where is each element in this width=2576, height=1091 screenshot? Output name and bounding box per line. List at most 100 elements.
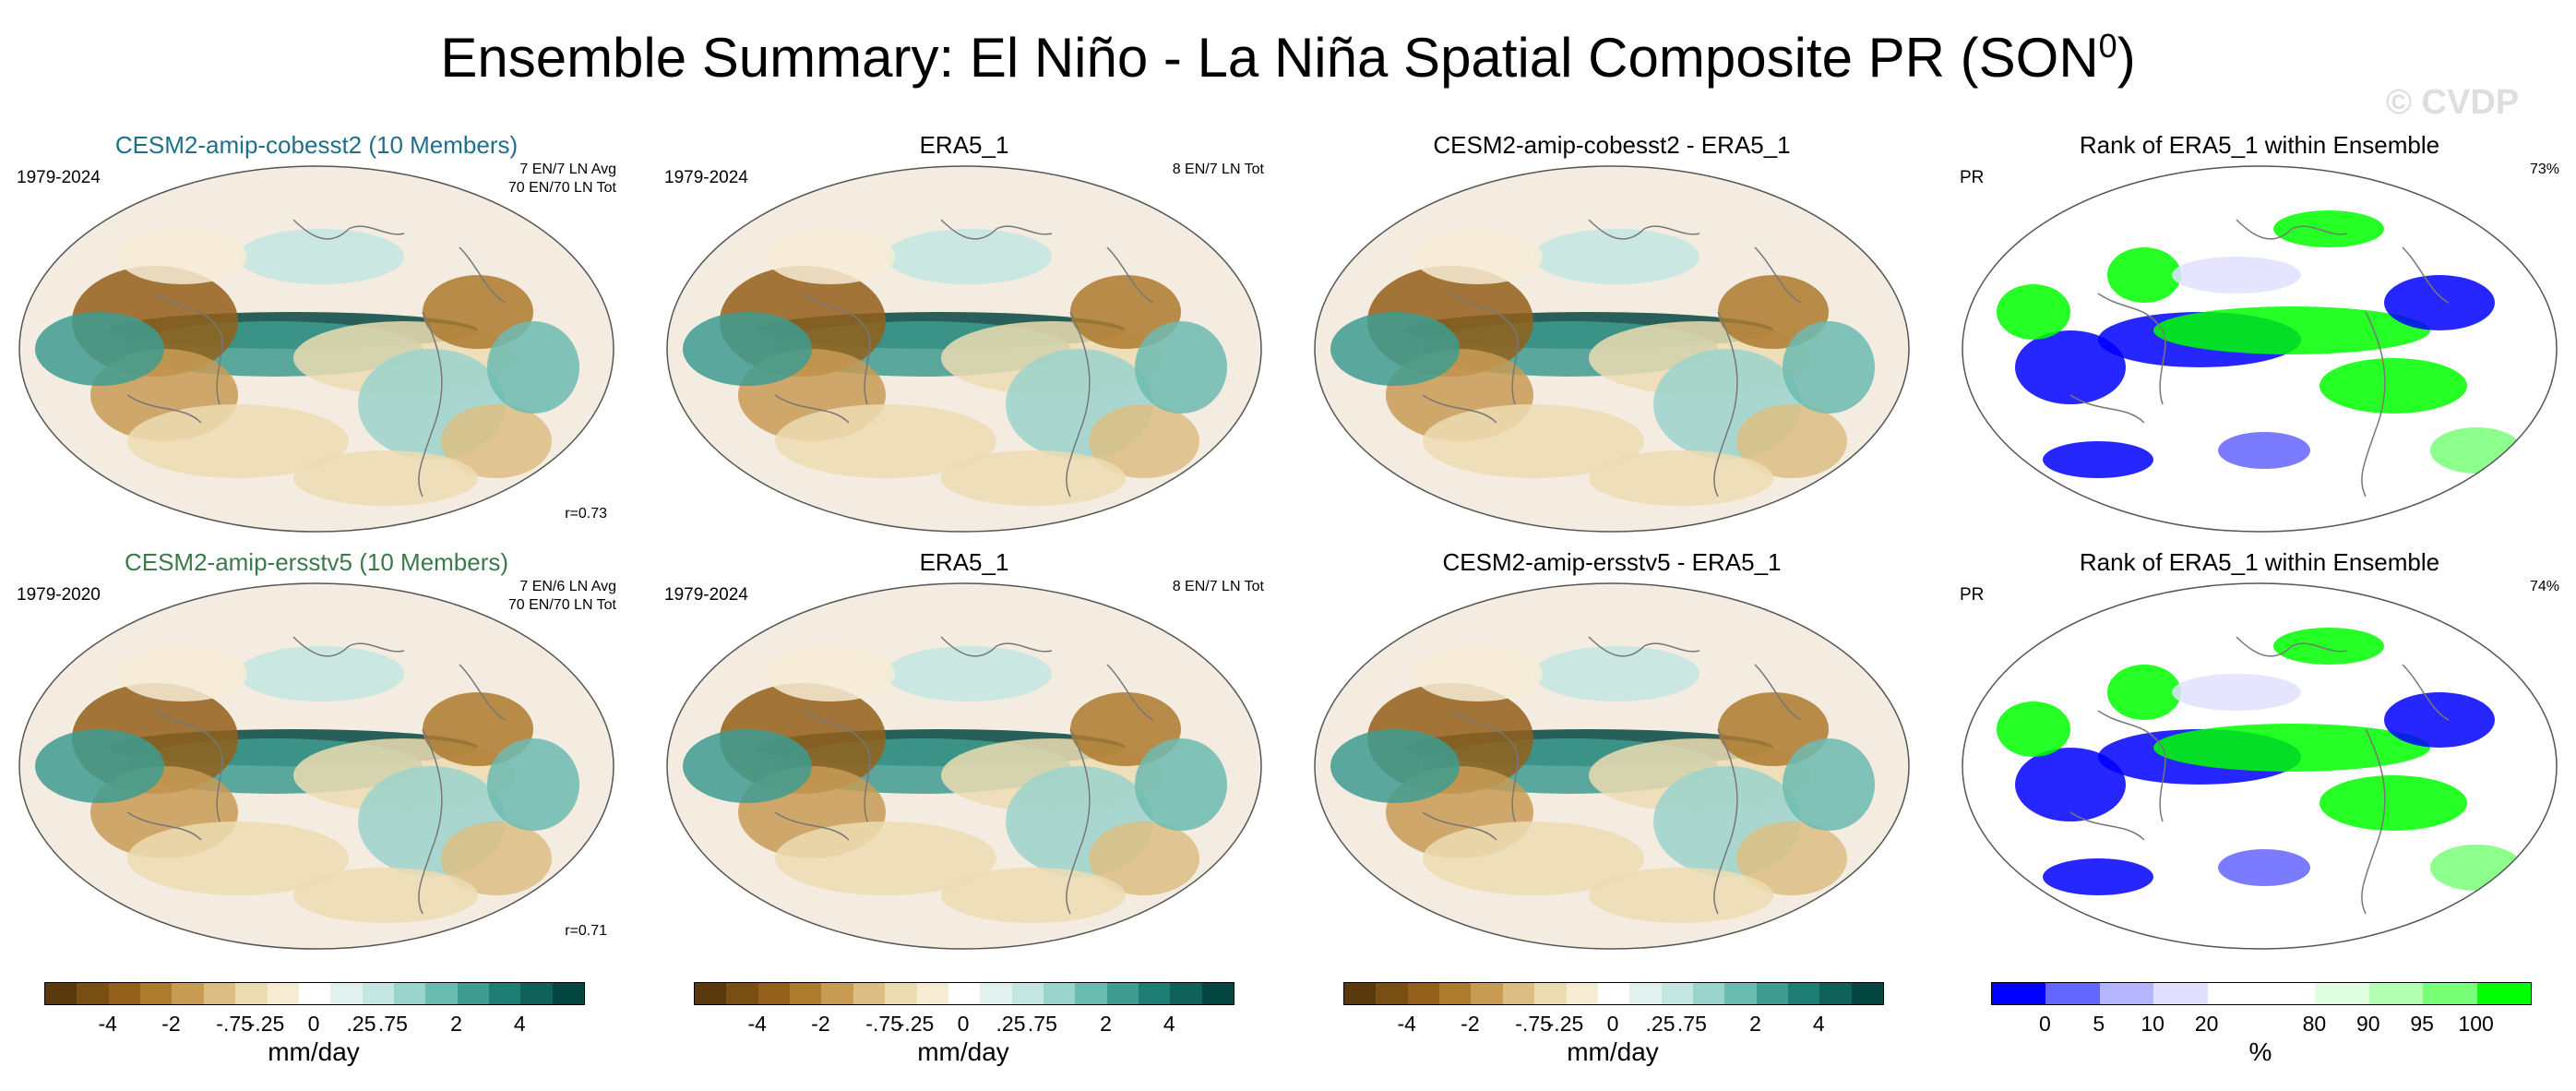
colorbar-swatch [853,983,886,1004]
colorbar-swatch [1502,983,1535,1004]
colorbar-swatches [1343,982,1884,1005]
colorbar-swatch [298,983,331,1004]
map-panel: CESM2-amip-ersstv5 - ERA5_1 [1312,548,1912,951]
panel-period-label: 1979-2020 [17,585,101,605]
colorbar-swatch [2315,983,2369,1004]
colorbar-swatch [1075,983,1107,1004]
colorbar-swatch [916,983,948,1004]
colorbar-swatch [77,983,109,1004]
colorbar-tick-label: 2 [450,1012,462,1036]
colorbar-swatch [1992,983,2046,1004]
colorbar-swatch [1597,983,1630,1004]
panel-title: Rank of ERA5_1 within Ensemble [2079,548,2440,576]
map-panel: CESM2-amip-cobesst2 (10 Members) 1979-202… [17,131,616,534]
map-diff [1314,582,1910,950]
colorbar-swatch [267,983,299,1004]
colorbar-swatch [362,983,394,1004]
colorbar-swatch [1851,983,1884,1004]
map-panel: ERA5_1 1979-2024 8 EN/7 LN Tot [664,548,1264,951]
colorbar-swatch [172,983,204,1004]
colorbar-swatch [1692,983,1725,1004]
colorbar-swatch [2423,983,2477,1004]
colorbar-tick-label: -4 [747,1012,767,1036]
colorbar-tick-label: 2 [1100,1012,1112,1036]
colorbar-swatches [44,982,585,1005]
colorbar-swatch [1011,983,1044,1004]
colorbar-tick-label: 90 [2356,1012,2380,1036]
panel-event-count: 8 EN/7 LN Tot [1172,162,1264,177]
panel-period-label: PR [1960,168,1985,187]
colorbar-tick-label: .25 [346,1012,376,1036]
map-panel: Rank of ERA5_1 within Ensemble PR 73% [1960,131,2559,534]
figure-title: Ensemble Summary: El Niño - La Niña Spat… [440,27,2136,89]
colorbar-swatch [948,983,981,1004]
colorbar-tick-label: 10 [2141,1012,2165,1036]
panel-event-count: 7 EN/7 LN Avg 70 EN/70 LN Tot [507,162,616,196]
colorbar-swatch [821,983,853,1004]
map-obs [666,165,1262,533]
colorbar-tick-label: -2 [811,1012,830,1036]
colorbar-swatch [1756,983,1789,1004]
colorbar-unit-label: % [2248,1037,2272,1066]
colorbar-swatch [2476,983,2532,1004]
colorbar-tick-label: 95 [2410,1012,2434,1036]
panel-period-label: PR [1960,585,1985,605]
colorbar-tick-label: .75 [1027,1012,1057,1036]
panel-title: ERA5_1 [919,548,1009,576]
colorbar-swatch [140,983,173,1004]
panel-event-count: 74% [2529,579,2559,594]
colorbar-swatch [552,983,585,1004]
colorbar-tick-label: -.25 [1546,1012,1584,1036]
colorbar-swatch [1566,983,1598,1004]
colorbar-tick-label: -2 [161,1012,181,1036]
colorbar-swatch [1201,983,1234,1004]
colorbar-tick-label: 20 [2194,1012,2219,1036]
colorbar-swatch [1439,983,1472,1004]
colorbar: -4 -2 -.75 -.25 0 .25.75 2 4 mm/day [694,982,1234,1084]
map-obs [666,582,1262,950]
colorbar-swatch [489,983,521,1004]
colorbar-swatch [1043,983,1076,1004]
colorbar-swatch [1376,983,1408,1004]
panel-title: CESM2-amip-ersstv5 - ERA5_1 [1442,548,1782,576]
colorbar-tick-label: 4 [1812,1012,1825,1036]
panel-title: Rank of ERA5_1 within Ensemble [2079,131,2440,159]
map-model [18,582,614,950]
colorbar-swatch [425,983,458,1004]
colorbar-tick-label: 0 [307,1012,320,1036]
colorbar-swatch [2099,983,2154,1004]
panel-event-count: 8 EN/7 LN Tot [1172,579,1264,594]
colorbar-swatch [1629,983,1662,1004]
colorbar-tick-label: -.75 [865,1012,902,1036]
panel-period-label: 1979-2024 [17,168,101,187]
colorbar-tick-label: 100 [2458,1012,2494,1036]
panel-title: CESM2-amip-cobesst2 (10 Members) [114,131,519,159]
colorbar-swatch [457,983,490,1004]
colorbar-swatch [790,983,822,1004]
colorbar-tick-label: 0 [1606,1012,1619,1036]
colorbar-swatch [1344,983,1377,1004]
colorbar-tick-label: -4 [1397,1012,1416,1036]
colorbar-tick-label: 0 [2038,1012,2051,1036]
map-panel: ERA5_1 1979-2024 8 EN/7 LN Tot [664,131,1264,534]
colorbar-tick-label: 4 [513,1012,526,1036]
colorbar-swatch [980,983,1012,1004]
map-panel: CESM2-amip-ersstv5 (10 Members) 1979-2020… [17,548,616,951]
colorbar-swatch [1139,983,1171,1004]
map-rank [1962,165,2558,533]
colorbar-unit-label: mm/day [917,1037,1009,1066]
colorbar-swatch [2045,983,2100,1004]
colorbar-swatch [1724,983,1757,1004]
colorbar-tick-label: 2 [1749,1012,1761,1036]
colorbar-swatch [1471,983,1503,1004]
watermark: © CVDP [2386,83,2520,122]
map-model [18,165,614,533]
colorbar-tick-label: -.25 [247,1012,285,1036]
colorbar-tick-label: .75 [1676,1012,1707,1036]
colorbar-swatch [1661,983,1693,1004]
map-panel: CESM2-amip-cobesst2 - ERA5_1 [1312,131,1912,534]
colorbar-tick-label: 0 [957,1012,970,1036]
panel-period-label: 1979-2024 [664,585,748,605]
colorbar: -4 -2 -.75 -.25 0 .25.75 2 4 mm/day [1343,982,1884,1084]
colorbar-tick-label: -.25 [897,1012,935,1036]
